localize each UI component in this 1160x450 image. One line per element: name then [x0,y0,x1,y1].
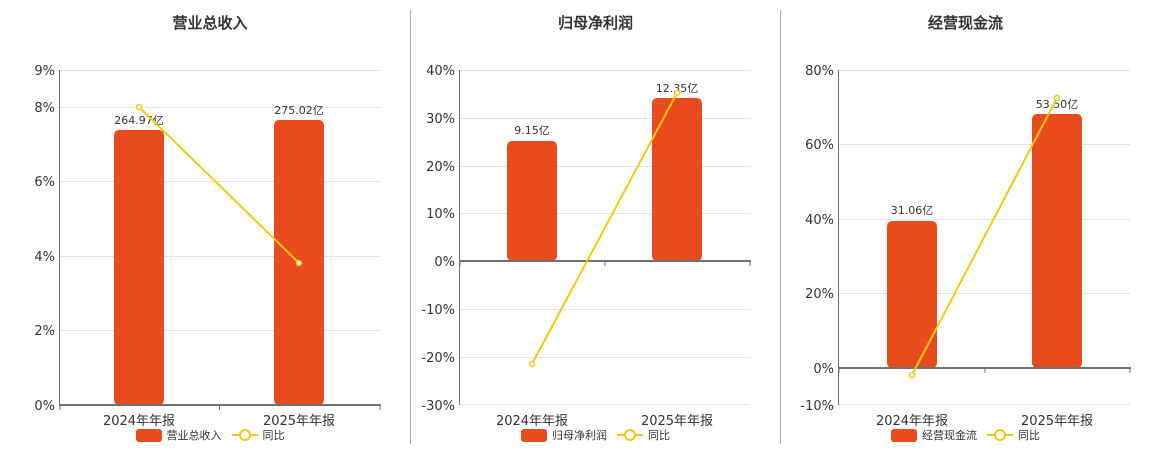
legend-bar-label[interactable]: 经营现金流 [922,429,977,442]
yoy-point[interactable] [295,259,303,267]
bar-2025[interactable] [1032,114,1082,368]
chart-title: 营业总收入 [172,14,248,32]
svg-text:-30%: -30% [421,399,455,414]
bar-2024[interactable] [507,141,557,261]
panel-divider [410,10,411,444]
yoy-point[interactable] [135,103,143,111]
svg-text:0%: 0% [434,255,455,270]
legend-line-label[interactable]: 同比 [648,429,670,442]
legend-bar-swatch[interactable] [135,428,162,442]
yoy-point[interactable] [908,371,916,379]
svg-text:80%: 80% [805,64,834,79]
svg-text:0%: 0% [813,362,834,377]
svg-text:4%: 4% [34,250,55,265]
svg-text:40%: 40% [426,64,455,79]
svg-text:-10%: -10% [800,399,834,414]
svg-text:20%: 20% [426,160,455,175]
x-label: 2025年年报 [1021,414,1093,429]
svg-text:6%: 6% [34,175,55,190]
x-label: 2025年年报 [641,414,713,429]
bar-value-label: 264.97亿 [114,114,164,127]
legend-line-label[interactable]: 同比 [1018,429,1040,442]
svg-text:-20%: -20% [421,351,455,366]
svg-text:10%: 10% [426,207,455,222]
chart-plot: 80% 60% 40% 20% 0% -10% 31.06亿 53.50亿 20… [800,64,1131,429]
yoy-point[interactable] [1053,94,1061,102]
y-axis-ticks: 9% 8% 6% 4% 2% 0% [34,64,55,414]
svg-text:60%: 60% [805,138,834,153]
legend-line-label[interactable]: 同比 [262,429,285,442]
legend-bar-swatch[interactable] [891,428,917,442]
y-axis-ticks: 80% 60% 40% 20% 0% -10% [800,64,834,414]
x-label: 2024年年报 [496,414,568,429]
gridlines [60,70,380,331]
yoy-line [911,97,1058,376]
legend: 归母净利润 同比 [411,427,780,443]
svg-text:8%: 8% [34,101,55,116]
svg-text:2%: 2% [34,324,55,339]
chart-panel-operating-cash-flow: 经营现金流 80% 60% 40% 20% 0% -10% [781,0,1160,450]
chart-plot: 9% 8% 6% 4% 2% 0% 264.97亿 275.02亿 2024年年… [34,64,381,429]
bar-value-label: 12.35亿 [656,82,699,95]
yoy-line [531,92,678,365]
svg-text:30%: 30% [426,112,455,127]
y-axis-ticks: 40% 30% 20% 10% 0% -10% -20% -30% [421,64,455,414]
bar-value-label: 53.50亿 [1036,98,1079,111]
bar-2025[interactable] [652,98,702,261]
yoy-point[interactable] [673,89,681,97]
svg-text:40%: 40% [805,213,834,228]
legend: 营业总收入 同比 [0,427,420,443]
yoy-point[interactable] [528,360,536,368]
chart-title: 归母净利润 [557,14,633,32]
bar-2024[interactable] [114,130,164,405]
chart-panel-net-profit: 归母净利润 40% 30% 20% 10% 0% -10% -20% -30% [411,0,780,450]
bar-value-label: 275.02亿 [274,104,324,117]
svg-text:-10%: -10% [421,303,455,318]
legend-bar-label[interactable]: 归母净利润 [552,429,607,442]
legend-line-icon[interactable] [231,428,258,442]
svg-text:20%: 20% [805,287,834,302]
chart-plot: 40% 30% 20% 10% 0% -10% -20% -30% 9.15亿 … [421,64,751,429]
legend: 经营现金流 同比 [781,427,1150,443]
x-label: 2024年年报 [103,414,175,429]
legend-line-icon[interactable] [617,428,643,442]
legend-bar-swatch[interactable] [521,428,547,442]
yoy-line [138,106,300,264]
bar-value-label: 9.15亿 [514,124,550,137]
x-label: 2024年年报 [876,414,948,429]
legend-line-icon[interactable] [987,428,1013,442]
gridlines [460,70,750,405]
svg-text:9%: 9% [34,64,55,79]
chart-title: 经营现金流 [927,14,1003,32]
chart-panel-revenue: 营业总收入 9% 8% 6% 4% 2% 0% 264.97亿 275.02亿 … [0,0,410,450]
x-label: 2025年年报 [263,414,335,429]
bar-value-label: 31.06亿 [891,204,934,217]
svg-text:0%: 0% [34,399,55,414]
legend-bar-label[interactable]: 营业总收入 [166,429,222,442]
panel-divider [780,10,781,444]
bar-2024[interactable] [887,221,937,368]
